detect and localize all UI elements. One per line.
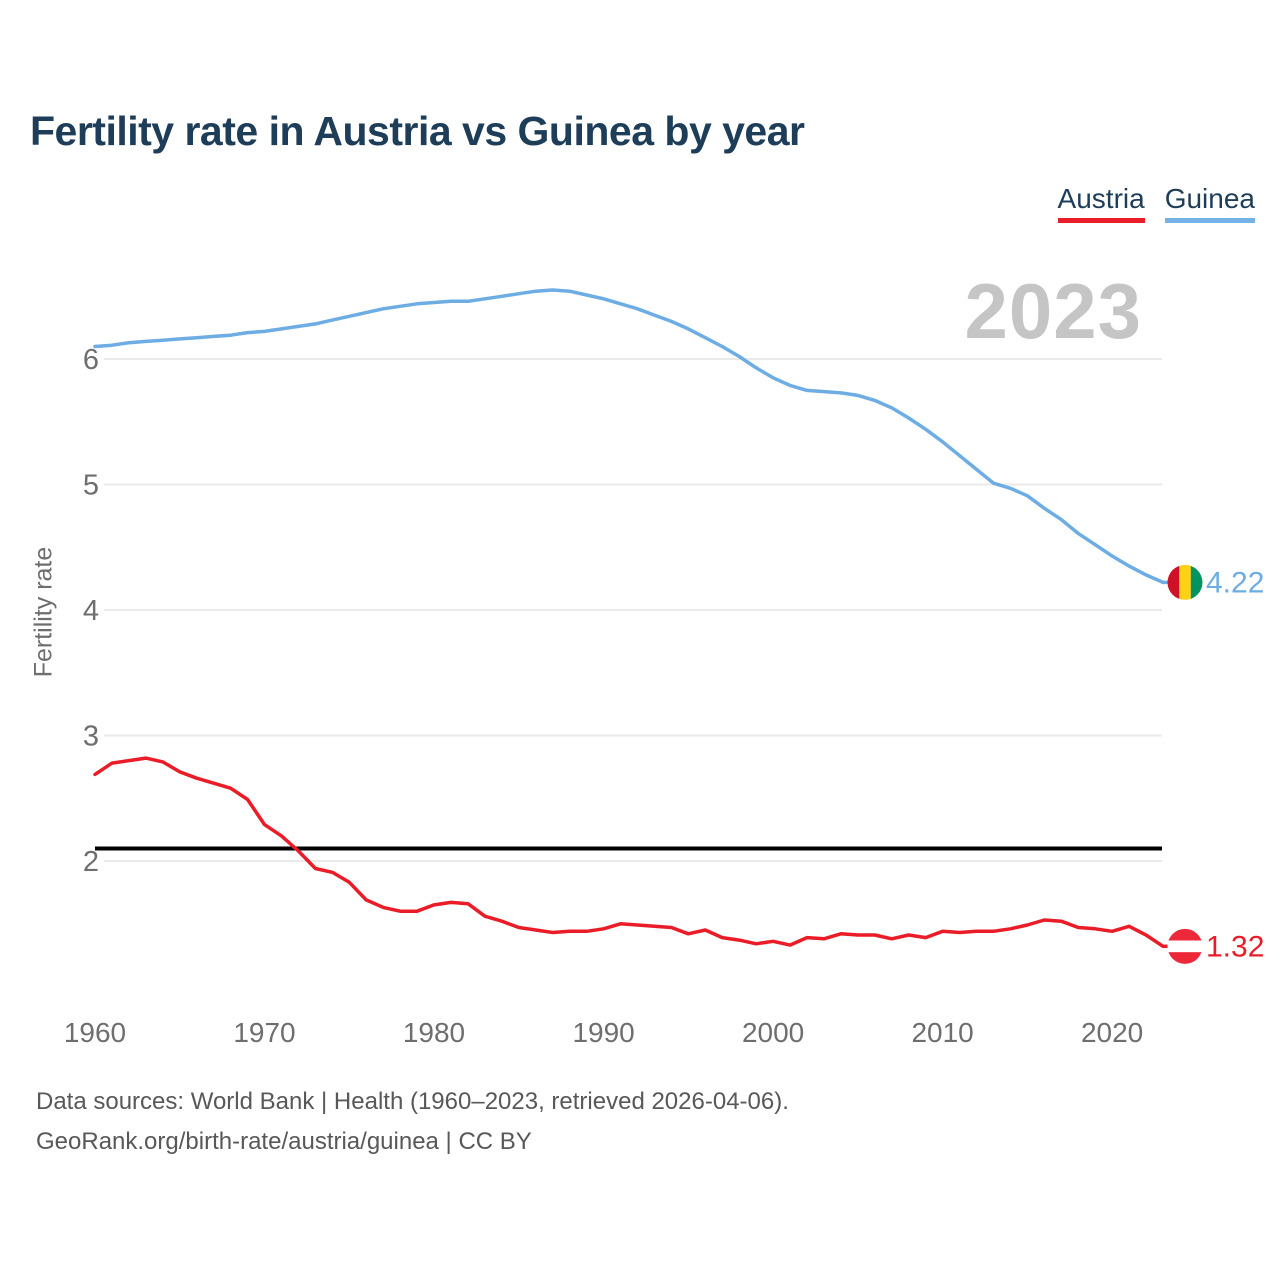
guinea-end-value: 4.22 (1206, 566, 1264, 599)
y-tick-label-3: 3 (83, 721, 99, 753)
y-tick-label-5: 5 (83, 470, 99, 502)
footer: Data sources: World Bank | Health (1960–… (36, 1082, 789, 1162)
austria-end-value: 1.32 (1206, 930, 1264, 963)
x-tick-label-1990: 1990 (572, 1017, 634, 1048)
legend-item-guinea[interactable]: Guinea (1164, 183, 1255, 223)
legend-item-austria[interactable]: Austria (1057, 183, 1145, 223)
x-tick-label-2020: 2020 (1081, 1017, 1143, 1048)
y-tick-label-2: 2 (83, 846, 99, 878)
page-title: Fertility rate in Austria vs Guinea by y… (30, 108, 805, 154)
year-watermark: 2023 (964, 267, 1142, 355)
y-tick-label-6: 6 (83, 344, 99, 376)
data-sources-line: Data sources: World Bank | Health (1960–… (36, 1088, 789, 1115)
guinea-line (93, 288, 1165, 585)
austria-line (93, 756, 1165, 949)
x-tick-label-2000: 2000 (742, 1017, 804, 1048)
x-tick-label-1970: 1970 (233, 1017, 295, 1048)
guinea-flag-icon (1167, 564, 1203, 600)
austria-flag-icon (1167, 928, 1203, 964)
legend: Austria Guinea (1057, 183, 1255, 223)
y-tick-label-4: 4 (83, 595, 99, 627)
x-tick-label-1980: 1980 (403, 1017, 465, 1048)
x-tick-label-2010: 2010 (911, 1017, 973, 1048)
x-tick-label-1960: 1960 (64, 1017, 126, 1048)
attribution-line: GeoRank.org/birth-rate/austria/guinea | … (36, 1128, 532, 1155)
